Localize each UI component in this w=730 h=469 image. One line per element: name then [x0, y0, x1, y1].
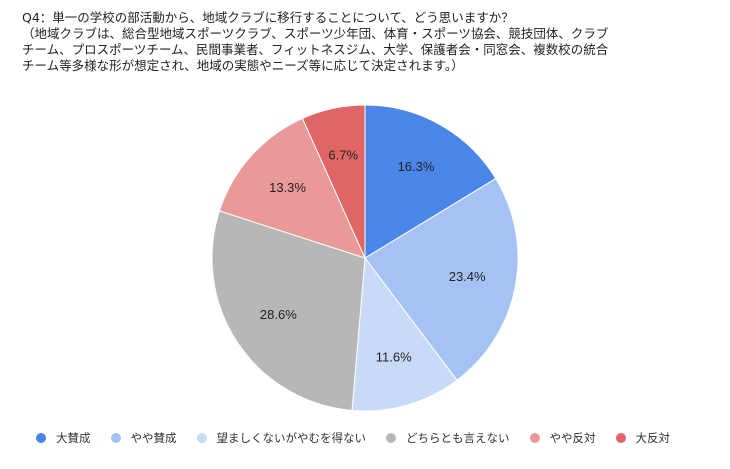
legend-label-6: 大反対 — [635, 431, 671, 445]
legend-swatch-5 — [529, 433, 540, 443]
pie-slice-1 — [364, 104, 497, 259]
legend-swatch-3 — [196, 433, 207, 443]
pie-slice-3 — [351, 256, 458, 412]
legend-item-6: 大反対 — [615, 430, 671, 446]
legend-label-5: やや反対 — [549, 431, 596, 445]
chart-title-line-2: （地域クラブは、総合型地域スポーツクラブ、スポーツ少年団、体育・スポーツ協会、競… — [22, 26, 609, 41]
legend-label-1: 大賛成 — [56, 431, 91, 445]
pie-slice-4 — [211, 210, 366, 411]
chart-title-line-3: チーム、プロスポーツチーム、民間事業者、フィットネスジム、大学、保護者会・同窓会… — [22, 42, 609, 57]
pie-slice-5 — [218, 117, 366, 259]
chart-title-line-4: チーム等多様な形が想定され、地域の実態やニーズ等に応じて決定されます。） — [22, 58, 464, 73]
legend-label-2: やや賛成 — [130, 431, 177, 445]
legend-label-3: 望ましくないがやむを得ない — [216, 431, 367, 445]
legend-item-5: やや反対 — [529, 430, 596, 446]
legend-swatch-4 — [386, 433, 396, 443]
pie-slice-2 — [364, 177, 519, 381]
chart-title-line-1: Q4：単一の学校の部活動から、地域クラブに移行することについて、どう思いますか？ — [22, 10, 514, 25]
pie-slice-label-4: 28.6% — [260, 307, 297, 322]
legend-item-1: 大賛成 — [36, 430, 91, 446]
chart-legend: 大賛成 やや賛成 望ましくないがやむを得ない どちらとも言えない やや反対 大反… — [36, 428, 690, 448]
legend-item-4: どちらとも言えない — [386, 430, 510, 446]
pie-slice-label-5: 13.3% — [269, 180, 306, 195]
chart-title: Q4：単一の学校の部活動から、地域クラブに移行することについて、どう思いますか？… — [22, 10, 722, 74]
legend-swatch-6 — [615, 433, 626, 443]
pie-slice-label-3: 11.6% — [376, 349, 412, 364]
legend-swatch-2 — [110, 433, 121, 443]
pie-slice-label-1: 16.3% — [398, 159, 435, 174]
pie-slice-label-2: 23.4% — [449, 269, 486, 284]
legend-item-2: やや賛成 — [110, 430, 177, 446]
pie-slice-label-6: 6.7% — [328, 148, 358, 163]
pie-slice-6 — [301, 104, 366, 259]
legend-swatch-1 — [36, 433, 46, 443]
legend-label-4: どちらとも言えない — [406, 431, 510, 445]
legend-item-3: 望ましくないがやむを得ない — [196, 430, 367, 446]
